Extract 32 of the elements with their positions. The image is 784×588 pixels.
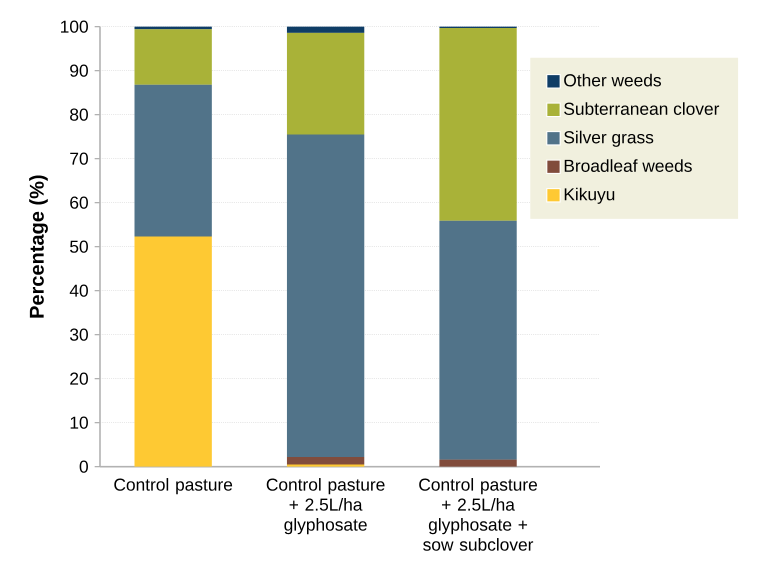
y-tick-label: 30 <box>70 328 88 341</box>
x-tick-label: Control pasture + 2.5L/ha glyphosate <box>266 478 385 534</box>
x-tick-label: Control pasture + 2.5L/ha glyphosate + sow subclover <box>419 478 537 551</box>
bar <box>439 28 517 221</box>
bar <box>134 236 212 467</box>
legend-label: Subterranean clover <box>564 102 720 115</box>
bar <box>134 26 212 30</box>
y-tick-label: 90 <box>70 64 88 77</box>
bar <box>134 84 212 237</box>
y-tick-label: 60 <box>70 196 88 209</box>
bar <box>286 464 364 467</box>
bar <box>439 220 517 460</box>
y-tick-label: 70 <box>70 152 88 165</box>
legend-label: Silver grass <box>564 130 654 147</box>
legend-label: Kikuyu <box>564 188 614 204</box>
y-axis-title: Percentage (%) <box>29 175 48 318</box>
bar <box>286 26 364 33</box>
bar <box>286 134 364 457</box>
y-tick-label: 10 <box>70 416 88 429</box>
bar <box>439 460 517 467</box>
legend-label: Other weeds <box>564 74 661 86</box>
y-tick-label: 20 <box>70 372 88 385</box>
x-tick-label: Control pasture <box>114 478 232 494</box>
y-tick-label: 100 <box>61 20 88 33</box>
legend-label: Broadleaf weeds <box>564 159 692 172</box>
y-tick-label: 40 <box>70 284 88 297</box>
bar <box>286 456 364 464</box>
bar <box>134 29 212 85</box>
bar <box>286 32 364 134</box>
y-tick-label: 50 <box>70 240 88 253</box>
y-tick-label: 80 <box>70 108 88 121</box>
y-tick-label: 0 <box>80 460 88 473</box>
